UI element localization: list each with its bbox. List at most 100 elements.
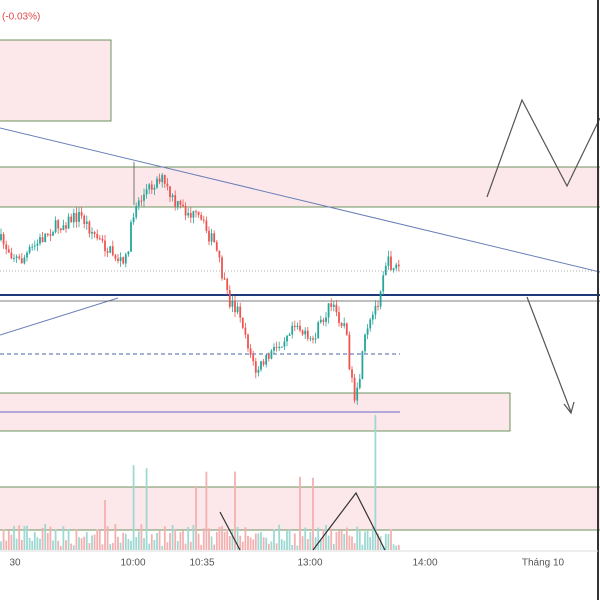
volume-bar bbox=[7, 530, 10, 550]
candle-body bbox=[179, 201, 182, 205]
volume-bar bbox=[143, 538, 145, 550]
volume-bar bbox=[200, 544, 203, 550]
candle-body bbox=[314, 338, 317, 340]
candle-body bbox=[234, 300, 236, 313]
volume-bar bbox=[221, 526, 223, 550]
candle-body bbox=[161, 174, 164, 183]
time-label: 14:00 bbox=[412, 558, 437, 569]
volume-bar bbox=[369, 537, 372, 550]
candle-body bbox=[351, 369, 353, 378]
candle-body bbox=[166, 183, 169, 187]
candle-body bbox=[343, 323, 346, 326]
volume-bar bbox=[176, 541, 179, 550]
candle-body bbox=[377, 306, 379, 308]
candle-body bbox=[369, 319, 372, 329]
volume-bar bbox=[20, 539, 23, 550]
volume-bar bbox=[10, 534, 13, 550]
volume-bar bbox=[306, 539, 309, 550]
candle-body bbox=[280, 346, 283, 348]
candle-body bbox=[335, 304, 338, 313]
candle-body bbox=[41, 237, 44, 243]
candle-body bbox=[382, 275, 385, 292]
volume-bar bbox=[366, 531, 369, 550]
volume-bar bbox=[270, 541, 273, 550]
volume-bar bbox=[257, 533, 260, 550]
volume-bar bbox=[184, 543, 187, 550]
candle-body bbox=[210, 233, 213, 242]
volume-bar bbox=[106, 526, 109, 550]
volume-bar bbox=[226, 529, 229, 550]
time-label: 10:35 bbox=[189, 558, 214, 569]
volume-bar bbox=[283, 540, 286, 550]
candle-body bbox=[361, 351, 364, 379]
volume-bar bbox=[353, 543, 356, 550]
volume-bar bbox=[309, 532, 312, 550]
candle-body bbox=[257, 369, 260, 373]
volume-bar bbox=[54, 529, 57, 550]
volume-bar bbox=[278, 524, 281, 550]
candle-body bbox=[379, 291, 382, 307]
volume-bar bbox=[46, 532, 49, 550]
candle-body bbox=[338, 312, 340, 324]
candle-body bbox=[241, 317, 244, 328]
candle-body bbox=[247, 334, 249, 349]
candle-body bbox=[325, 317, 327, 322]
candle-body bbox=[392, 268, 395, 271]
candle-body bbox=[236, 306, 239, 313]
zone-box bbox=[0, 39, 112, 122]
candle-body bbox=[57, 220, 60, 229]
volume-bar bbox=[65, 540, 67, 550]
volume-bar bbox=[130, 540, 132, 550]
candle-body bbox=[171, 195, 174, 198]
volume-bar bbox=[192, 524, 195, 550]
volume-bar bbox=[174, 529, 177, 550]
candle-body bbox=[83, 215, 86, 224]
candle-body bbox=[174, 195, 177, 207]
volume-bar bbox=[187, 526, 190, 550]
candle-body bbox=[340, 323, 343, 326]
candle-body bbox=[244, 327, 247, 335]
volume-bar bbox=[296, 545, 299, 550]
volume-bar bbox=[231, 531, 234, 550]
candle-body bbox=[262, 361, 265, 365]
candle-body bbox=[278, 347, 281, 349]
arrow-head bbox=[563, 401, 575, 415]
volume-bars bbox=[0, 415, 400, 550]
volume-bar bbox=[273, 529, 275, 550]
change-label: (-0.03%) bbox=[2, 12, 40, 23]
candle-body bbox=[208, 230, 210, 242]
candle-body bbox=[20, 258, 23, 264]
volume-bar bbox=[356, 526, 359, 550]
volume-bar bbox=[301, 536, 304, 550]
candle-body bbox=[23, 257, 26, 264]
candle-body bbox=[228, 290, 231, 307]
volume-bar bbox=[28, 537, 31, 550]
volume-bar bbox=[364, 531, 366, 550]
candle-body bbox=[395, 264, 398, 269]
volume-bar bbox=[161, 545, 164, 550]
candle-body bbox=[109, 246, 112, 253]
candle-body bbox=[26, 252, 28, 258]
candle-body bbox=[127, 251, 130, 255]
volume-bar bbox=[0, 541, 2, 550]
volume-bar bbox=[117, 536, 119, 550]
volume-bar bbox=[241, 541, 244, 550]
candle-body bbox=[299, 325, 301, 331]
volume-bar bbox=[249, 537, 252, 550]
candle-body bbox=[111, 246, 114, 256]
candle-body bbox=[364, 334, 366, 352]
candle-body bbox=[384, 265, 387, 276]
volume-bar bbox=[325, 525, 327, 550]
volume-bar bbox=[114, 524, 117, 550]
volume-bar bbox=[75, 529, 78, 550]
volume-bar bbox=[98, 530, 101, 550]
candle-body bbox=[28, 247, 31, 253]
candle-body bbox=[65, 225, 67, 229]
volume-bar bbox=[127, 539, 130, 550]
volume-bar bbox=[104, 500, 106, 550]
candle-body bbox=[67, 216, 70, 229]
volume-bar bbox=[304, 527, 307, 550]
candle-body bbox=[252, 354, 255, 362]
candle-body bbox=[106, 251, 109, 253]
volume-bar bbox=[236, 526, 239, 550]
